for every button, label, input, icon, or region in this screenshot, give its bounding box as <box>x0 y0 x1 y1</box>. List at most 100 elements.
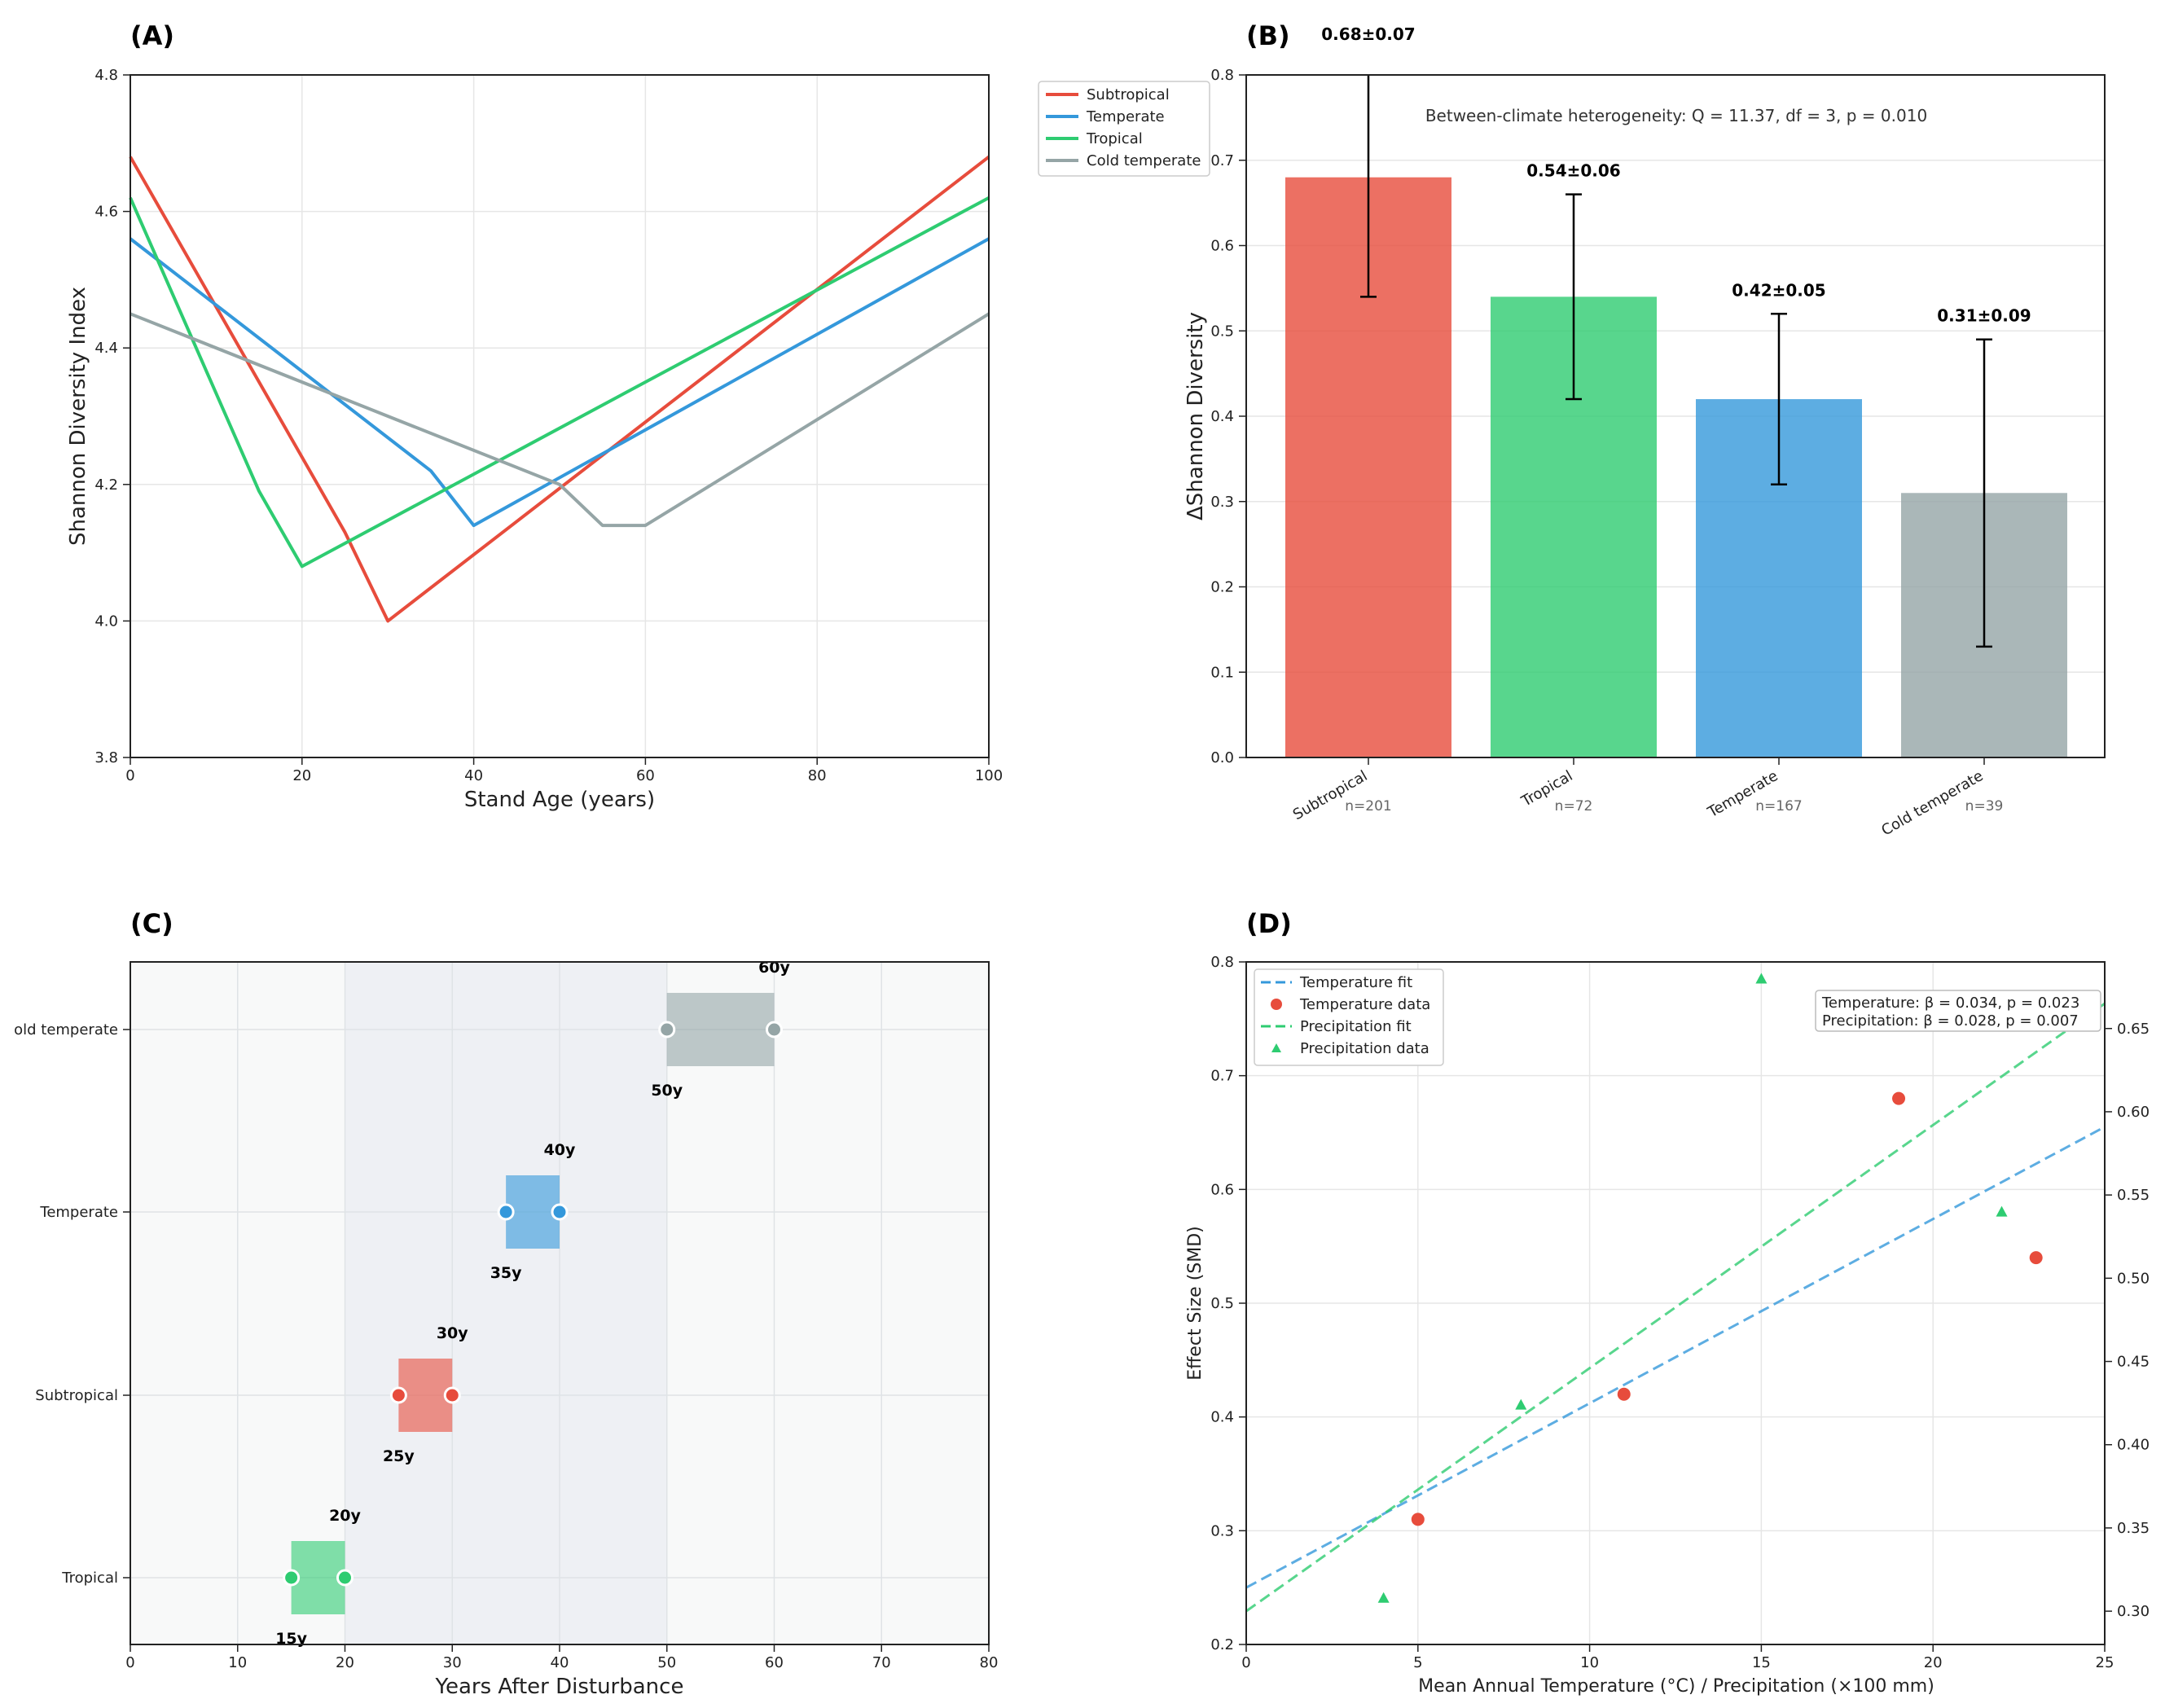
panel-a-x-tick-label: 40 <box>464 767 483 784</box>
panel-c-end-label: 60y <box>758 959 790 977</box>
panel-d-y2-tick-label: 0.40 <box>2117 1437 2150 1454</box>
panel-b-y-tick-label: 0.4 <box>1210 408 1234 425</box>
panel-b-value-label: 0.42±0.05 <box>1732 280 1825 300</box>
panel-c-x-tick-label: 60 <box>765 1654 784 1671</box>
panel-c-end-label: 30y <box>437 1324 468 1342</box>
panel-d-x-tick-label: 0 <box>1241 1654 1250 1671</box>
panel-b-y-tick-label: 0.1 <box>1210 664 1234 681</box>
panel-c-ranges: 15y 20y 25y 30y 35y 40y 50y 60y <box>275 959 790 1648</box>
panel-d-fit-lines <box>1245 1002 2106 1613</box>
panel-d-y-tick-label: 0.2 <box>1210 1636 1234 1653</box>
panel-c-start-label: 35y <box>490 1264 522 1282</box>
panel-d-precipitation-point <box>1996 1205 2008 1217</box>
panel-b-value-label: 0.54±0.06 <box>1526 161 1620 181</box>
panel-a-y-tick-label: 4.8 <box>94 67 118 84</box>
panel-a-y-tick-label: 4.4 <box>94 340 118 357</box>
panel-c-start-label: 15y <box>275 1630 307 1648</box>
panel-a-frame <box>130 74 990 758</box>
panel-a-line-tropical <box>129 196 990 569</box>
panel-d-temperature-point <box>1411 1513 1425 1526</box>
panel-d-legend: Temperature fit Temperature data Precipita… <box>1254 968 1444 1066</box>
panel-c-y-tick-label: Tropical <box>61 1570 118 1587</box>
panel-d-temperature-point <box>1892 1091 1906 1105</box>
panel-b-y-tick-label: 0.3 <box>1210 494 1234 511</box>
panel-d-precipitation-point <box>1755 973 1768 984</box>
panel-d-precipitation-fit <box>1245 1002 2106 1613</box>
panel-b-y-tick-label: 0.6 <box>1210 238 1234 255</box>
panel-d-stats-temperature: Temperature: β = 0.034, p = 0.023 <box>1821 995 2079 1012</box>
panel-b-value-label: 0.68±0.07 <box>1321 24 1415 44</box>
panel-b-label: (B) <box>1246 20 1290 51</box>
panel-d-precipitation-point <box>1377 1592 1390 1603</box>
panel-c-end-label: 40y <box>544 1141 576 1159</box>
panel-b-error-bars <box>1360 75 1992 648</box>
panel-c-highlight-span <box>345 962 667 1644</box>
panel-d-x-ticks: 0 5 10 15 20 25 <box>1241 1644 2114 1671</box>
panel-a-y-tick-label: 4.6 <box>94 204 118 221</box>
panel-c-x-tick-label: 80 <box>980 1654 999 1671</box>
panel-c-start-label: 25y <box>383 1447 415 1465</box>
panel-b-y-tick-label: 0.5 <box>1210 323 1234 340</box>
panel-c-range-cold-temperate <box>666 993 775 1066</box>
panel-a-y-tick-label: 4.0 <box>94 613 118 630</box>
panel-b: (B) 0.0 0.1 0.2 0.3 0.4 0.5 0.6 0.7 0.8 Subtropi… <box>1184 20 2106 840</box>
panel-c-x-tick-label: 30 <box>443 1654 462 1671</box>
panel-d-y-label: Effect Size (SMD) <box>1185 1226 1205 1381</box>
panel-c-end-marker <box>551 1203 569 1221</box>
panel-c-start-marker <box>283 1569 301 1587</box>
panel-b-n-label: n=39 <box>1965 798 2004 814</box>
panel-c: (C) 15y 20y 25y 30y 35y 40y 50y 60y 0 10 20 30 40 50… <box>14 908 998 1699</box>
panel-c-y-tick-label: old temperate <box>14 1021 118 1038</box>
panel-d-label: (D) <box>1246 908 1292 939</box>
panel-d-x-tick-label: 5 <box>1413 1654 1422 1671</box>
panel-a-line-cold-temperate <box>130 312 990 528</box>
panel-b-n-label: n=72 <box>1555 798 1593 814</box>
panel-a-x-tick-label: 80 <box>808 767 827 784</box>
panel-d-y-ticks: 0.2 0.3 0.4 0.5 0.6 0.7 0.8 <box>1210 954 1246 1653</box>
panel-d-y2-tick-label: 0.45 <box>2117 1354 2150 1371</box>
panel-d-x-tick-label: 20 <box>1924 1654 1943 1671</box>
panel-d-stats-box: Temperature: β = 0.034, p = 0.023 Precip… <box>1815 990 2101 1032</box>
panel-a-legend-label: Tropical <box>1086 130 1143 147</box>
panel-d-y2-tick-label: 0.30 <box>2117 1603 2150 1620</box>
panel-b-n-label: n=167 <box>1755 798 1802 814</box>
panel-a-legend-label: Subtropical <box>1087 86 1170 103</box>
panel-c-range-subtropical <box>398 1359 453 1432</box>
panel-b-n-label: n=201 <box>1345 798 1391 814</box>
panel-a-legend: Subtropical Temperate Tropical Cold tempera… <box>1038 81 1210 177</box>
panel-b-value-label: 0.31±0.09 <box>1937 306 2031 326</box>
panel-d-points <box>1377 973 2043 1603</box>
panel-d-y2-ticks: 0.30 0.35 0.40 0.45 0.50 0.55 0.60 0.65 <box>2105 1021 2150 1620</box>
panel-d-legend-swatch <box>1271 999 1282 1010</box>
panel-b-value-labels: 0.68±0.07 0.54±0.06 0.42±0.05 0.31±0.09 <box>1321 24 2031 326</box>
panel-c-y-tick-label: Subtropical <box>35 1387 118 1404</box>
panel-d-temperature-fit <box>1245 1126 2106 1589</box>
panel-a-x-tick-label: 60 <box>636 767 655 784</box>
panel-d-y-tick-label: 0.7 <box>1210 1068 1234 1085</box>
panel-c-y-tick-label: Temperate <box>39 1204 118 1221</box>
panel-d-y-tick-label: 0.4 <box>1210 1409 1234 1426</box>
panel-d-stats-precipitation: Precipitation: β = 0.028, p = 0.007 <box>1822 1012 2079 1030</box>
panel-a-grid <box>130 74 990 758</box>
panel-a-y-ticks: 3.8 4.0 4.2 4.4 4.6 4.8 <box>94 67 130 766</box>
panel-a-legend-label: Temperate <box>1086 108 1165 125</box>
panel-a-legend-label: Cold temperate <box>1087 152 1201 169</box>
panel-c-start-marker <box>658 1021 676 1038</box>
panel-d-legend-label: Temperature fit <box>1299 974 1412 991</box>
panel-c-range-temperate <box>506 1175 560 1249</box>
panel-a-line-subtropical <box>129 155 990 623</box>
panel-d-precipitation-point <box>1515 1398 1527 1410</box>
panel-a-x-tick-label: 100 <box>975 767 1003 784</box>
panel-c-x-tick-label: 20 <box>336 1654 354 1671</box>
panel-b-y-tick-label: 0.0 <box>1210 749 1234 766</box>
panel-a-y-label: Shannon Diversity Index <box>66 287 90 546</box>
panel-d-legend-label: Temperature data <box>1299 996 1430 1013</box>
panel-d-legend-label: Precipitation data <box>1300 1040 1429 1057</box>
panel-c-end-marker <box>766 1021 783 1038</box>
panel-a-lines <box>129 155 990 623</box>
panel-c-x-tick-label: 70 <box>872 1654 891 1671</box>
panel-c-x-tick-label: 50 <box>657 1654 676 1671</box>
panel-a-legend-box <box>1038 81 1210 177</box>
panel-d-y2-tick-label: 0.60 <box>2117 1104 2150 1121</box>
